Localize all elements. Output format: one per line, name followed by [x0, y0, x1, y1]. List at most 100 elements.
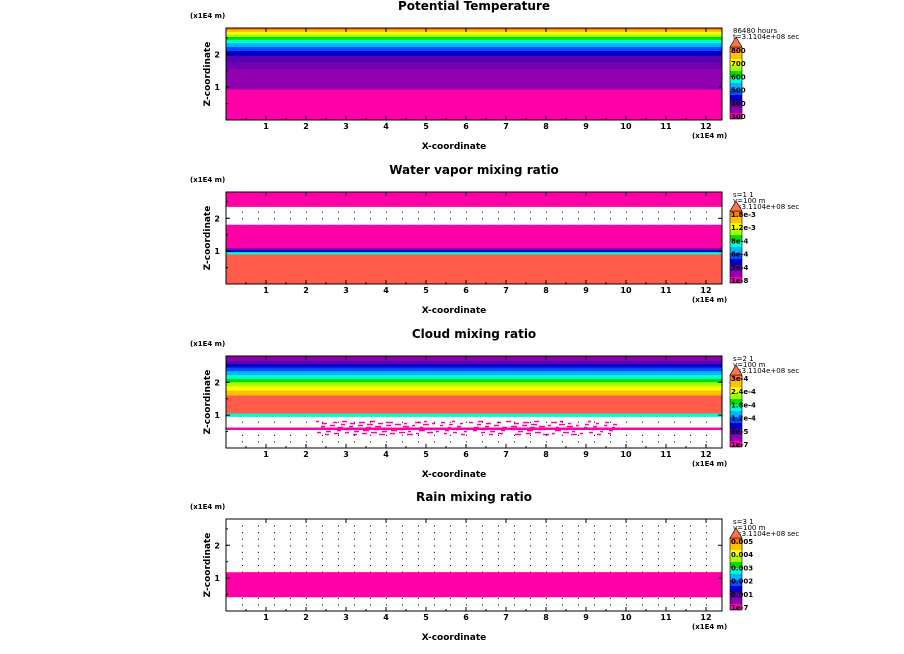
- grid-dot: [626, 558, 627, 559]
- grid-dot: [258, 532, 259, 533]
- grid-dot: [258, 565, 259, 566]
- contour-fleck: [589, 432, 593, 434]
- grid-dot: [594, 552, 595, 553]
- grid-dot: [642, 552, 643, 553]
- colorbar-label: 6e-4: [731, 251, 749, 259]
- grid-dot: [626, 218, 627, 219]
- grid-dot: [322, 552, 323, 553]
- grid-dot: [690, 545, 691, 546]
- grid-dot: [402, 435, 403, 436]
- grid-dot: [450, 598, 451, 599]
- contour-fleck: [423, 424, 429, 426]
- x-tick-label: 4: [383, 122, 389, 131]
- contour-band-overlay: [226, 414, 722, 417]
- grid-dot: [514, 558, 515, 559]
- grid-dot: [706, 539, 707, 540]
- grid-dot: [450, 532, 451, 533]
- grid-dot: [370, 558, 371, 559]
- grid-dot: [514, 526, 515, 527]
- contour-fleck: [375, 426, 381, 428]
- grid-dot: [562, 545, 563, 546]
- grid-dot: [498, 422, 499, 423]
- colorbar-label: 0.004: [731, 551, 753, 559]
- colorbar-label: 2.4e-4: [731, 388, 756, 396]
- grid-dot: [658, 422, 659, 423]
- grid-dot: [386, 218, 387, 219]
- grid-dot: [354, 604, 355, 605]
- grid-dot: [514, 212, 515, 213]
- grid-dot: [482, 552, 483, 553]
- grid-dot: [370, 532, 371, 533]
- grid-dot: [578, 539, 579, 540]
- contour-fleck: [342, 421, 347, 423]
- grid-dot: [370, 218, 371, 219]
- colorbar-label: 6e-5: [731, 428, 749, 436]
- grid-dot: [610, 604, 611, 605]
- grid-dot: [674, 565, 675, 566]
- grid-dot: [402, 598, 403, 599]
- contour-fleck: [506, 421, 511, 423]
- colorbar-label: 1.2e-4: [731, 415, 756, 423]
- grid-dot: [674, 604, 675, 605]
- grid-dot: [562, 604, 563, 605]
- grid-dot: [258, 526, 259, 527]
- grid-dot: [642, 565, 643, 566]
- grid-dot: [354, 565, 355, 566]
- grid-dot: [322, 598, 323, 599]
- grid-dot: [546, 539, 547, 540]
- x-tick-label: 11: [660, 122, 672, 131]
- contour-fleck: [362, 433, 367, 435]
- grid-dot: [530, 526, 531, 527]
- grid-dot: [498, 565, 499, 566]
- colorbar-label: 3e-4: [731, 375, 749, 383]
- grid-dot: [290, 558, 291, 559]
- grid-dot: [610, 545, 611, 546]
- contour-fleck: [604, 425, 607, 427]
- grid-dot: [434, 422, 435, 423]
- grid-dot: [338, 218, 339, 219]
- contour-fleck: [325, 434, 329, 436]
- grid-dot: [370, 435, 371, 436]
- contour-fleck: [585, 424, 589, 426]
- grid-dot: [594, 218, 595, 219]
- grid-dot: [274, 545, 275, 546]
- contour-fleck: [568, 423, 571, 425]
- grid-dot: [658, 441, 659, 442]
- panel-2: Water vapor mixing ratio(x1E4 m)1 2 3 4 5 6 7 8…: [190, 163, 799, 316]
- grid-dot: [482, 558, 483, 559]
- grid-dot: [482, 526, 483, 527]
- contour-fleck: [341, 424, 345, 426]
- grid-dot: [642, 422, 643, 423]
- grid-dot: [690, 558, 691, 559]
- colorbar-label: 1.8e-4: [731, 401, 756, 409]
- grid-dot: [386, 539, 387, 540]
- contour-fleck: [501, 430, 505, 432]
- grid-dot: [466, 532, 467, 533]
- x-tick-label: 6: [463, 450, 469, 459]
- grid-dot: [594, 532, 595, 533]
- y-tick-label: 1: [214, 574, 220, 583]
- grid-dot: [690, 598, 691, 599]
- x-tick-label: 1: [263, 286, 269, 295]
- colorbar-label: 0.002: [731, 578, 753, 586]
- contour-fleck: [588, 421, 591, 423]
- grid-dot: [290, 218, 291, 219]
- contour-band-overlay: [226, 89, 722, 120]
- grid-dot: [306, 441, 307, 442]
- contour-fleck: [613, 424, 617, 426]
- x-unit-label: (x1E4 m): [692, 460, 727, 468]
- grid-dot: [370, 604, 371, 605]
- grid-dot: [658, 435, 659, 436]
- grid-dot: [514, 218, 515, 219]
- grid-dot: [274, 552, 275, 553]
- grid-dot: [290, 532, 291, 533]
- grid-dot: [402, 422, 403, 423]
- grid-dot: [322, 545, 323, 546]
- grid-dot: [642, 598, 643, 599]
- colorbar-label: 500: [731, 87, 746, 95]
- contour-fleck: [378, 423, 383, 425]
- contour-fleck: [559, 424, 565, 426]
- grid-dot: [338, 422, 339, 423]
- grid-dot: [674, 558, 675, 559]
- y-tick-label: 2: [214, 541, 220, 550]
